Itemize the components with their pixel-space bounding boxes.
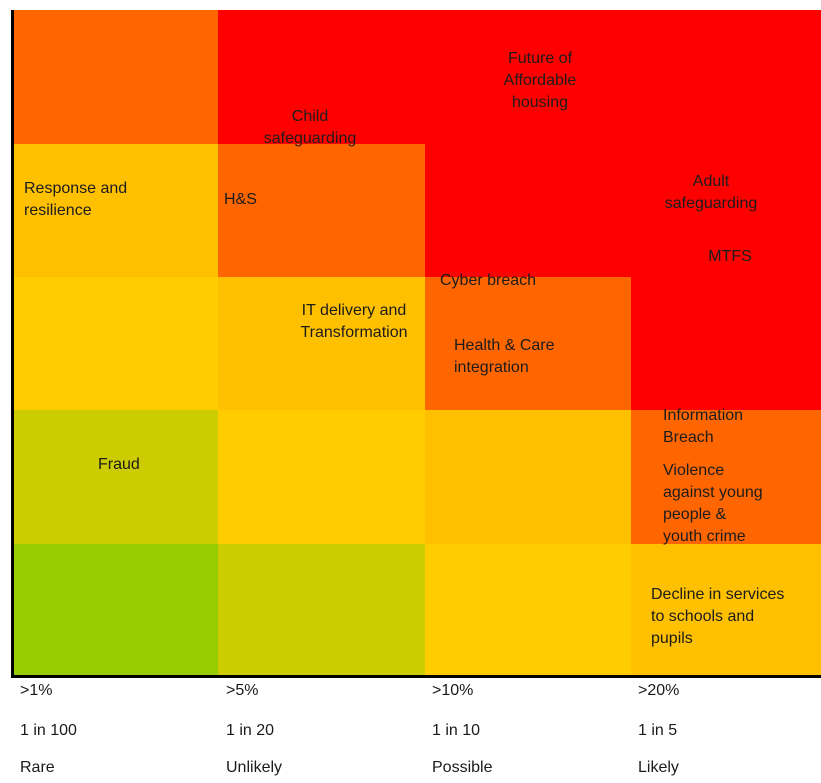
x-label-odds-possible: 1 in 10 <box>432 722 481 739</box>
cell-r5-c1 <box>11 544 218 677</box>
cell-r3-c1 <box>11 277 218 410</box>
cell-r1-c3 <box>425 10 631 144</box>
x-label-word-possible: Possible <box>432 759 493 776</box>
cell-r3-c2 <box>218 277 425 410</box>
x-label-pct-unlikely: >5% <box>226 682 259 699</box>
x-label-pct-likely: >20% <box>638 682 680 699</box>
cell-r1-c1 <box>11 10 218 144</box>
y-axis-line <box>11 10 14 677</box>
risk-it-delivery-transformation: IT delivery and Transformation <box>300 302 408 341</box>
risk-fraud: Fraud <box>98 456 140 473</box>
x-label-pct-rare: >1% <box>20 682 53 699</box>
risk-child-safeguarding: Child safeguarding <box>263 108 357 147</box>
x-label-pct-possible: >10% <box>432 682 474 699</box>
cell-r3-c3 <box>425 277 631 410</box>
cell-r4-c3 <box>425 410 631 544</box>
cell-r3-c4 <box>631 277 821 410</box>
risk-mtfs: MTFS <box>708 248 752 265</box>
x-label-word-unlikely: Unlikely <box>226 759 283 776</box>
cell-r5-c2 <box>218 544 425 677</box>
risk-health-care-integration: Health & Care integration <box>454 337 555 376</box>
risk-decline-services-schools: Decline in services to schools and pupil… <box>651 586 785 647</box>
risk-adult-safeguarding: Adult safeguarding <box>664 173 758 212</box>
cell-r2-c3 <box>425 144 631 277</box>
risk-response-resilience: Response and resilience <box>24 180 128 219</box>
cell-r2-c4 <box>631 144 821 277</box>
cell-r2-c2 <box>218 144 425 277</box>
x-axis-line <box>11 675 821 678</box>
cell-r5-c3 <box>425 544 631 677</box>
cell-r1-c4 <box>631 10 821 144</box>
risk-hs: H&S <box>224 191 257 208</box>
x-label-odds-likely: 1 in 5 <box>638 722 678 739</box>
x-label-word-rare: Rare <box>20 759 55 776</box>
cell-r4-c1 <box>11 410 218 544</box>
cell-r4-c2 <box>218 410 425 544</box>
risk-information-breach: Information Breach <box>663 407 744 446</box>
cell-r4-c4 <box>631 410 821 544</box>
risk-matrix: Future of Affordable housing Child safeg… <box>11 10 821 678</box>
x-label-odds-unlikely: 1 in 20 <box>226 722 275 739</box>
cell-r5-c4 <box>631 544 821 677</box>
x-label-word-likely: Likely <box>638 759 679 776</box>
cell-r2-c1 <box>11 144 218 277</box>
cell-r1-c2 <box>218 10 425 144</box>
risk-cyber-breach: Cyber breach <box>440 272 537 289</box>
risk-violence-young-people: Violence against young people & youth cr… <box>663 462 763 545</box>
x-label-odds-rare: 1 in 100 <box>20 722 77 739</box>
risk-future-affordable-housing: Future of Affordable housing <box>503 50 577 111</box>
